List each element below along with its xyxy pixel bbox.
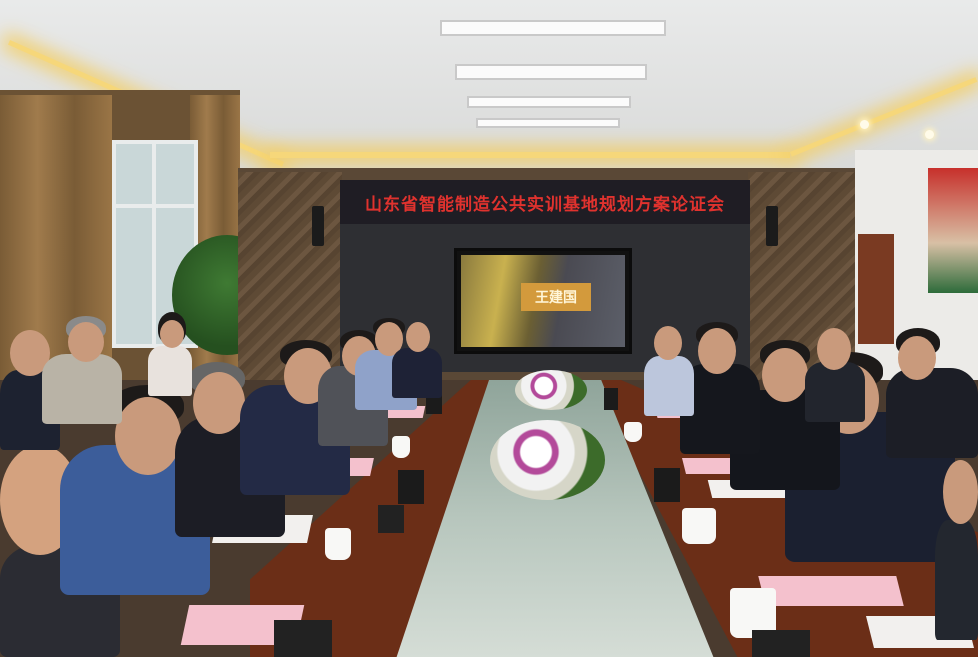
teacup <box>325 528 351 560</box>
ceiling-panel-light <box>440 20 666 36</box>
ceiling-panel-light <box>476 118 620 128</box>
nameplate <box>274 620 332 657</box>
door <box>858 234 894 344</box>
ceiling-panel-light <box>455 64 647 80</box>
screen-caption: 王建国 <box>521 283 591 311</box>
teacup <box>392 436 410 458</box>
nameplate <box>752 630 810 657</box>
microphone <box>654 468 680 502</box>
ceiling-spotlight <box>925 130 934 139</box>
banner-title: 山东省智能制造公共实训基地规划方案论证会 <box>365 194 725 215</box>
teacup <box>624 422 642 442</box>
wall-speaker <box>312 206 324 246</box>
flower-arrangement <box>490 420 605 500</box>
presentation-screen: 王建国 <box>454 248 632 354</box>
flower-arrangement <box>515 370 587 410</box>
conference-banner: 山东省智能制造公共实训基地规划方案论证会 <box>340 180 750 224</box>
ceiling-spotlight <box>860 120 869 129</box>
nameplate <box>378 505 404 533</box>
wall-speaker <box>766 206 778 246</box>
ceiling-cove-light <box>270 152 790 158</box>
presentation-screen-content: 王建国 <box>461 255 625 347</box>
microphone <box>604 388 618 410</box>
microphone <box>398 470 424 504</box>
document <box>758 576 904 606</box>
teacup <box>682 508 716 544</box>
wall-poster <box>928 168 978 293</box>
teacup <box>730 588 776 638</box>
ceiling-panel-light <box>467 96 631 108</box>
